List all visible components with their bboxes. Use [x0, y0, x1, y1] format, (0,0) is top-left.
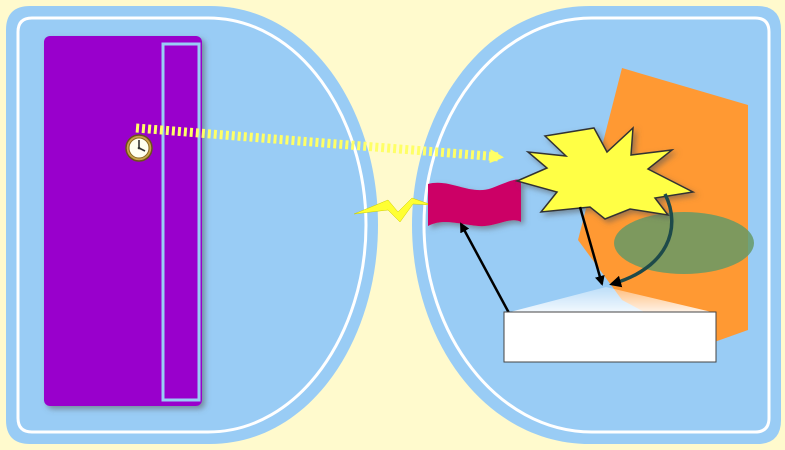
dotted-beam — [135, 123, 504, 164]
clock-icon — [125, 134, 153, 162]
arrow-star-to-fan — [578, 206, 605, 286]
right-panel-outline — [422, 16, 771, 434]
starburst-icon — [514, 126, 696, 220]
callout-text — [504, 312, 716, 362]
callout-box — [503, 311, 717, 363]
target-ellipse — [614, 212, 754, 274]
left-panel-outline — [16, 16, 368, 434]
orange-sheet — [578, 68, 748, 345]
arrow-to-flag — [459, 222, 511, 314]
flag-icon — [428, 179, 521, 227]
callout-fan — [506, 287, 716, 313]
curved-arrow — [609, 193, 674, 288]
door-edge — [161, 42, 201, 402]
